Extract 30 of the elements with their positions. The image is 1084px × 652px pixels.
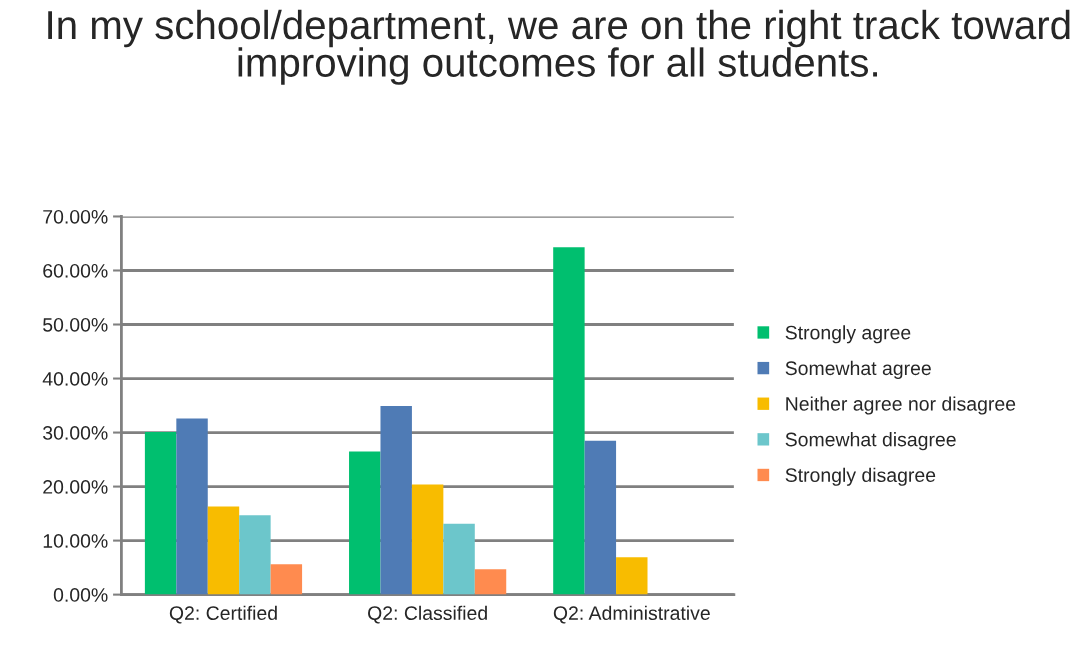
y-tick-label: 40.00% <box>42 372 108 386</box>
bar <box>349 451 381 595</box>
y-tick-label: 60.00% <box>43 263 108 278</box>
x-tick-label: Q2: Administrative <box>553 605 710 624</box>
bar <box>144 432 177 595</box>
bar <box>616 557 648 595</box>
bar <box>584 440 617 595</box>
legend-label: Strongly agree <box>785 325 911 344</box>
bar <box>207 506 240 595</box>
bar <box>553 247 585 595</box>
legend-label: Neither agree nor disagree <box>786 396 1016 415</box>
x-tick-label: Q2: Classified <box>368 605 487 624</box>
y-tick-label: 30.00% <box>43 426 108 440</box>
chart-title: In my school/department, we are on the right track toward improving outcomes for all students. <box>48 9 1070 85</box>
legend-label: Somewhat agree <box>785 360 931 379</box>
bar <box>380 406 412 595</box>
y-tick-label: 0.00% <box>53 588 108 602</box>
y-tick-label: 70.00% <box>43 209 108 224</box>
bar <box>443 523 475 595</box>
y-tick-label: 10.00% <box>43 534 108 548</box>
bar <box>176 418 208 595</box>
legend-label: Somewhat disagree <box>785 432 956 451</box>
legend-label: Strongly disagree <box>785 467 936 486</box>
y-tick-label: 50.00% <box>43 317 108 332</box>
x-tick-label: Q2: Certified <box>169 605 277 624</box>
bar <box>270 564 303 595</box>
y-tick-label: 20.00% <box>43 480 108 494</box>
bar <box>411 484 444 595</box>
bar <box>239 515 271 595</box>
bar <box>474 569 507 595</box>
